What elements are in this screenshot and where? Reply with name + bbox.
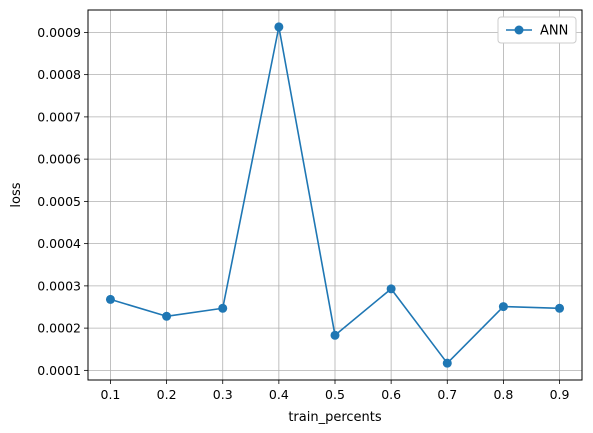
y-tick-label: 0.0008 <box>37 67 81 82</box>
series-layer <box>105 22 565 368</box>
x-axis-label: train_percents <box>288 410 382 425</box>
legend: ANN <box>497 16 577 44</box>
grid <box>88 10 582 380</box>
data-point <box>162 311 172 321</box>
data-point <box>330 330 340 340</box>
data-point <box>498 302 508 312</box>
y-axis-label: loss <box>9 182 24 207</box>
x-tick-label: 0.5 <box>325 387 345 402</box>
y-tick-label: 0.0001 <box>37 363 81 378</box>
x-tick-label: 0.2 <box>157 387 177 402</box>
y-tick-label: 0.0002 <box>37 321 81 336</box>
x-tick-label: 0.3 <box>213 387 233 402</box>
y-tick-label: 0.0004 <box>37 236 81 251</box>
x-axis: 0.1 0.2 0.3 0.4 0.5 0.6 0.7 0.8 0.9 <box>101 380 570 402</box>
y-tick-label: 0.0003 <box>37 278 81 293</box>
data-point <box>274 22 284 32</box>
y-tick-label: 0.0009 <box>37 25 81 40</box>
x-tick-label: 0.8 <box>493 387 513 402</box>
data-point <box>386 284 396 294</box>
y-axis: 0.0001 0.0002 0.0003 0.0004 0.0005 0.0006 0.00… <box>37 25 88 378</box>
y-tick-label: 0.0007 <box>37 109 81 124</box>
x-tick-label: 0.6 <box>381 387 401 402</box>
legend-box <box>497 16 577 44</box>
legend-label-ann: ANN <box>540 24 568 39</box>
data-point <box>555 303 565 313</box>
legend-marker-ann <box>514 25 524 35</box>
y-tick-label: 0.0005 <box>37 194 81 209</box>
data-point <box>105 294 115 304</box>
x-tick-label: 0.7 <box>437 387 457 402</box>
x-tick-label: 0.9 <box>550 387 570 402</box>
x-tick-label: 0.1 <box>101 387 121 402</box>
data-point <box>218 303 228 313</box>
data-point <box>442 358 452 368</box>
x-tick-label: 0.4 <box>269 387 289 402</box>
y-tick-label: 0.0006 <box>37 152 81 167</box>
